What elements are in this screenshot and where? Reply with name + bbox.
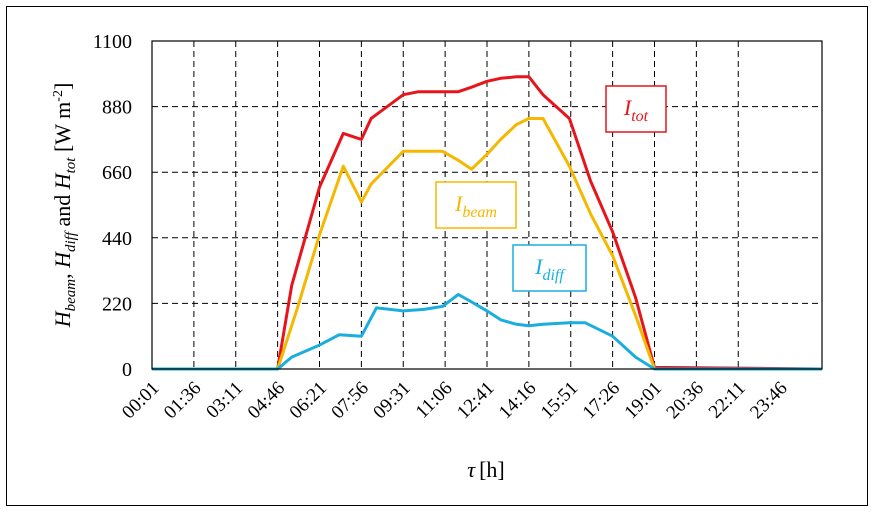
y-label-exponent: -2 [51,90,66,102]
x-axis-title: τ [h] [467,457,505,482]
y-label-h2: H [50,251,75,269]
series-lines [152,75,823,371]
x-tick-label: 20:36 [662,378,707,423]
y-tick-label: 880 [102,97,132,119]
y-label-sub-diff: diff [63,230,79,252]
series-line-beam [152,117,822,371]
x-tick-label: 23:46 [746,378,791,423]
annotation-subscript: beam [462,204,497,221]
x-axis-symbol: τ [467,457,476,482]
annotation-box-diff [512,244,587,292]
y-tick-label: 440 [102,228,132,250]
x-tick-label: 04:46 [244,378,289,423]
annotation-label-tot: Itot [623,95,649,125]
annotation-subscript: tot [631,108,648,125]
y-label-unit: [W m [50,102,75,158]
x-tick-label: 12:41 [453,378,498,423]
y-label-sep1: , [50,268,75,279]
x-tick-label: 22:11 [705,378,750,423]
plot-area-border [151,40,823,370]
x-tick-label: 09:31 [369,378,414,423]
x-tick-label: 17:26 [579,378,624,423]
annotation-beam: Ibeam [435,181,517,229]
annotation-label-beam: Ibeam [454,191,497,221]
chart-frame [6,6,868,506]
x-tick-label: 19:01 [621,378,666,423]
annotation-tot: Itot [605,85,667,133]
y-tick-label: 0 [122,359,132,381]
y-label-h1: H [50,310,75,328]
annotation-diff: Idiff [512,244,587,292]
x-tick-label: 03:11 [202,378,247,423]
annotation-subscript: diff [542,267,566,284]
series-line-diff [152,293,822,371]
x-axis-unit: [h] [479,457,505,482]
y-tick-label: 220 [102,293,132,315]
y-label-close: ] [50,83,75,90]
annotation-box-tot [605,85,667,133]
x-tick-label: 06:21 [286,378,331,423]
annotation-symbol: I [623,95,633,120]
x-tick-label: 11:06 [412,378,457,423]
y-label-sep2: and [50,189,75,232]
y-tick-label: 1100 [93,31,132,53]
x-tick-label: 14:16 [495,378,540,423]
annotation-symbol: I [534,254,544,279]
x-tick-label: 15:51 [537,378,582,423]
y-label-h3: H [50,172,75,190]
annotation-symbol: I [454,191,464,216]
x-tick-label: 00:01 [118,378,163,423]
y-label-sub-beam: beam [63,279,79,312]
y-tick-label: 660 [102,162,132,184]
y-axis-title: Hbeam, Hdiff and Htot [W m-2] [50,83,79,329]
x-tick-label: 01:36 [160,378,205,423]
y-label-sub-tot: tot [63,157,79,174]
x-tick-label: 07:56 [327,378,372,423]
annotation-box-beam [435,181,517,229]
series-line-tot [152,75,823,371]
annotation-label-diff: Idiff [534,254,566,284]
